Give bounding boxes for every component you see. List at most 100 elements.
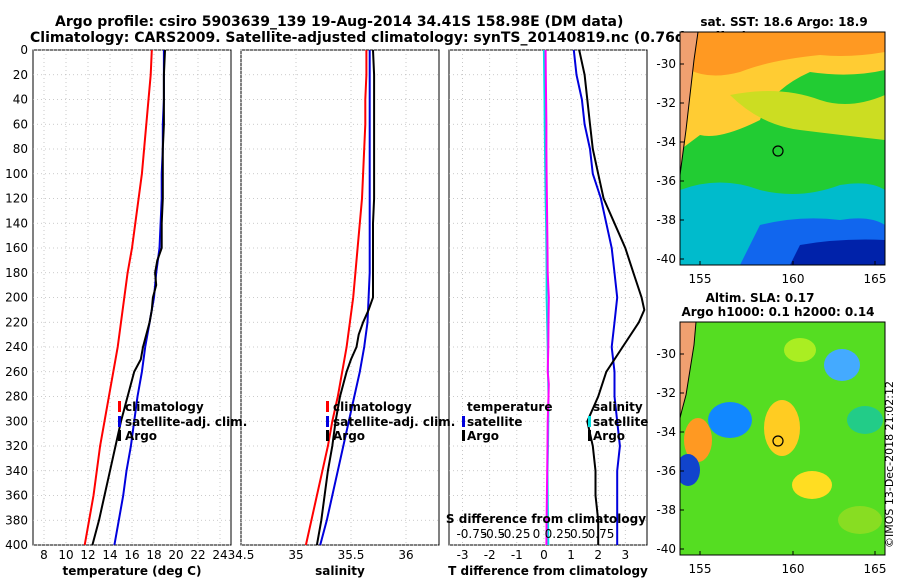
map-x-tick-label: 165 bbox=[864, 272, 887, 286]
figure-title-line2: Climatology: CARS2009. Satellite-adjuste… bbox=[30, 30, 748, 46]
salinity-axis-label: salinity bbox=[315, 564, 365, 578]
temperature-axis-label: temperature (deg C) bbox=[63, 564, 202, 578]
x-tick-label: 2 bbox=[594, 548, 602, 562]
legend-label-argo: Argo bbox=[333, 429, 365, 443]
x-tick-label: -3 bbox=[457, 548, 469, 562]
sla-mid-anomaly bbox=[784, 338, 816, 362]
salinity-legend: climatology satellite-adj. clim. Argo bbox=[326, 400, 455, 443]
sla-map bbox=[680, 322, 885, 555]
depth-tick-label: 0 bbox=[20, 43, 28, 57]
map-y-tick-label: -32 bbox=[656, 96, 676, 110]
depth-tick-label: 60 bbox=[13, 117, 28, 131]
depth-tick-label: 280 bbox=[5, 390, 28, 404]
depth-tick-label: 120 bbox=[5, 192, 28, 206]
s-diff-tick-label: 0 bbox=[533, 527, 541, 541]
legend-swatch-t-argo bbox=[462, 430, 465, 441]
map-x-tick-label: 165 bbox=[864, 562, 887, 576]
legend-swatch-climatology bbox=[326, 401, 329, 412]
depth-tick-label: 240 bbox=[5, 340, 28, 354]
x-tick-label: 20 bbox=[168, 548, 183, 562]
legend-label-satellite: satellite-adj. clim. bbox=[333, 415, 455, 429]
depth-tick-label: 360 bbox=[5, 489, 28, 503]
map-y-tick-label: -40 bbox=[656, 542, 676, 556]
depth-tick-label: 200 bbox=[5, 291, 28, 305]
s-diff-tick-label: 0.5 bbox=[570, 527, 589, 541]
legend-swatch-s-argo bbox=[588, 430, 591, 441]
x-tick-label: 35 bbox=[288, 548, 303, 562]
s-diff-tick-label: -0.5 bbox=[482, 527, 505, 541]
s-diff-tick-label: 0.75 bbox=[588, 527, 615, 541]
legend-swatch-t-satellite bbox=[462, 416, 465, 427]
gridlines bbox=[33, 49, 647, 546]
depth-tick-label: 380 bbox=[5, 513, 28, 527]
legend-swatch-climatology bbox=[118, 401, 121, 412]
legend-label-climatology: climatology bbox=[333, 400, 412, 414]
series-line-t-satellite bbox=[572, 49, 621, 545]
sla-mid-anomaly bbox=[838, 506, 882, 534]
map-y-tick-label: -36 bbox=[656, 174, 676, 188]
map-y-tick-label: -30 bbox=[656, 57, 676, 71]
legend-title-salinity: salinity bbox=[593, 400, 643, 414]
x-tick-label: 34.5 bbox=[228, 548, 255, 562]
legend-label-t-argo: Argo bbox=[467, 429, 499, 443]
depth-tick-label: 320 bbox=[5, 439, 28, 453]
sla-low-anomaly bbox=[708, 402, 752, 438]
depth-tick-label: 300 bbox=[5, 414, 28, 428]
s-diff-tick-label: -0.25 bbox=[499, 527, 530, 541]
x-tick-label: 14 bbox=[102, 548, 117, 562]
sla-mid-anomaly bbox=[847, 406, 883, 434]
series-line-satellite-adj-clim- bbox=[319, 50, 371, 546]
data-series bbox=[83, 49, 646, 546]
sla-map-title-line1: Altim. SLA: 0.17 bbox=[706, 291, 815, 305]
x-tick-label: 12 bbox=[80, 548, 95, 562]
x-tick-label: 35.5 bbox=[338, 548, 365, 562]
x-tick-label: 24 bbox=[212, 548, 227, 562]
series-line-climatology bbox=[304, 50, 368, 546]
credit-stamp: ©IMOS 13-Dec-2018 21:02:12 bbox=[883, 381, 896, 548]
map-y-tick-label: -34 bbox=[656, 135, 676, 149]
depth-tick-label: 20 bbox=[13, 68, 28, 82]
legend-label-s-argo: Argo bbox=[593, 429, 625, 443]
map-y-tick-label: -32 bbox=[656, 386, 676, 400]
sla-map-axes: 155 160 165 -30 -32 -34 -36 -38 -40 bbox=[656, 347, 886, 576]
depth-tick-label: 220 bbox=[5, 315, 28, 329]
legend-swatch-satellite bbox=[326, 416, 329, 427]
depth-tick-label: 180 bbox=[5, 266, 28, 280]
sst-map-axes: 155 160 165 -30 -32 -34 -36 -38 -40 bbox=[656, 57, 886, 286]
sla-float-location-marker bbox=[772, 435, 784, 447]
sla-high-anomaly bbox=[764, 400, 800, 456]
legend-swatch-argo bbox=[326, 430, 329, 441]
x-tick-label: 22 bbox=[190, 548, 205, 562]
map-y-tick-label: -36 bbox=[656, 464, 676, 478]
depth-tick-label: 160 bbox=[5, 241, 28, 255]
s-diff-tick-label: 0.25 bbox=[545, 527, 572, 541]
temperature-legend: climatology satellite-adj. clim. Argo bbox=[118, 400, 247, 443]
depth-tick-label: 100 bbox=[5, 167, 28, 181]
map-x-tick-label: 160 bbox=[782, 272, 805, 286]
map-y-tick-label: -30 bbox=[656, 347, 676, 361]
series-line-climatology bbox=[83, 49, 153, 546]
sst-hot-region bbox=[690, 32, 885, 76]
sla-map-title-line2: Argo h1000: 0.1 h2000: 0.14 bbox=[681, 305, 874, 319]
x-tick-label: 10 bbox=[58, 548, 73, 562]
depth-tick-label: 400 bbox=[5, 538, 28, 552]
map-x-tick-label: 155 bbox=[689, 562, 712, 576]
difference-legend: temperature satellite Argo salinity sate… bbox=[462, 400, 648, 443]
map-x-tick-label: 155 bbox=[689, 272, 712, 286]
legend-label-s-satellite: satellite bbox=[593, 415, 648, 429]
map-x-tick-label: 160 bbox=[782, 562, 805, 576]
legend-swatch-satellite bbox=[118, 416, 121, 427]
x-tick-label: -1 bbox=[511, 548, 523, 562]
depth-tick-label: 80 bbox=[13, 142, 28, 156]
x-tick-label: 18 bbox=[146, 548, 161, 562]
legend-swatch-s-satellite bbox=[588, 416, 591, 427]
legend-label-satellite: satellite-adj. clim. bbox=[125, 415, 247, 429]
x-tick-label: 8 bbox=[40, 548, 48, 562]
depth-tick-label: 140 bbox=[5, 216, 28, 230]
x-tick-label: 36 bbox=[398, 548, 413, 562]
legend-swatch-argo bbox=[118, 430, 121, 441]
x-tick-label: 3 bbox=[621, 548, 629, 562]
s-diff-tick-label: -0.75 bbox=[456, 527, 487, 541]
sla-high-anomaly bbox=[792, 471, 832, 499]
